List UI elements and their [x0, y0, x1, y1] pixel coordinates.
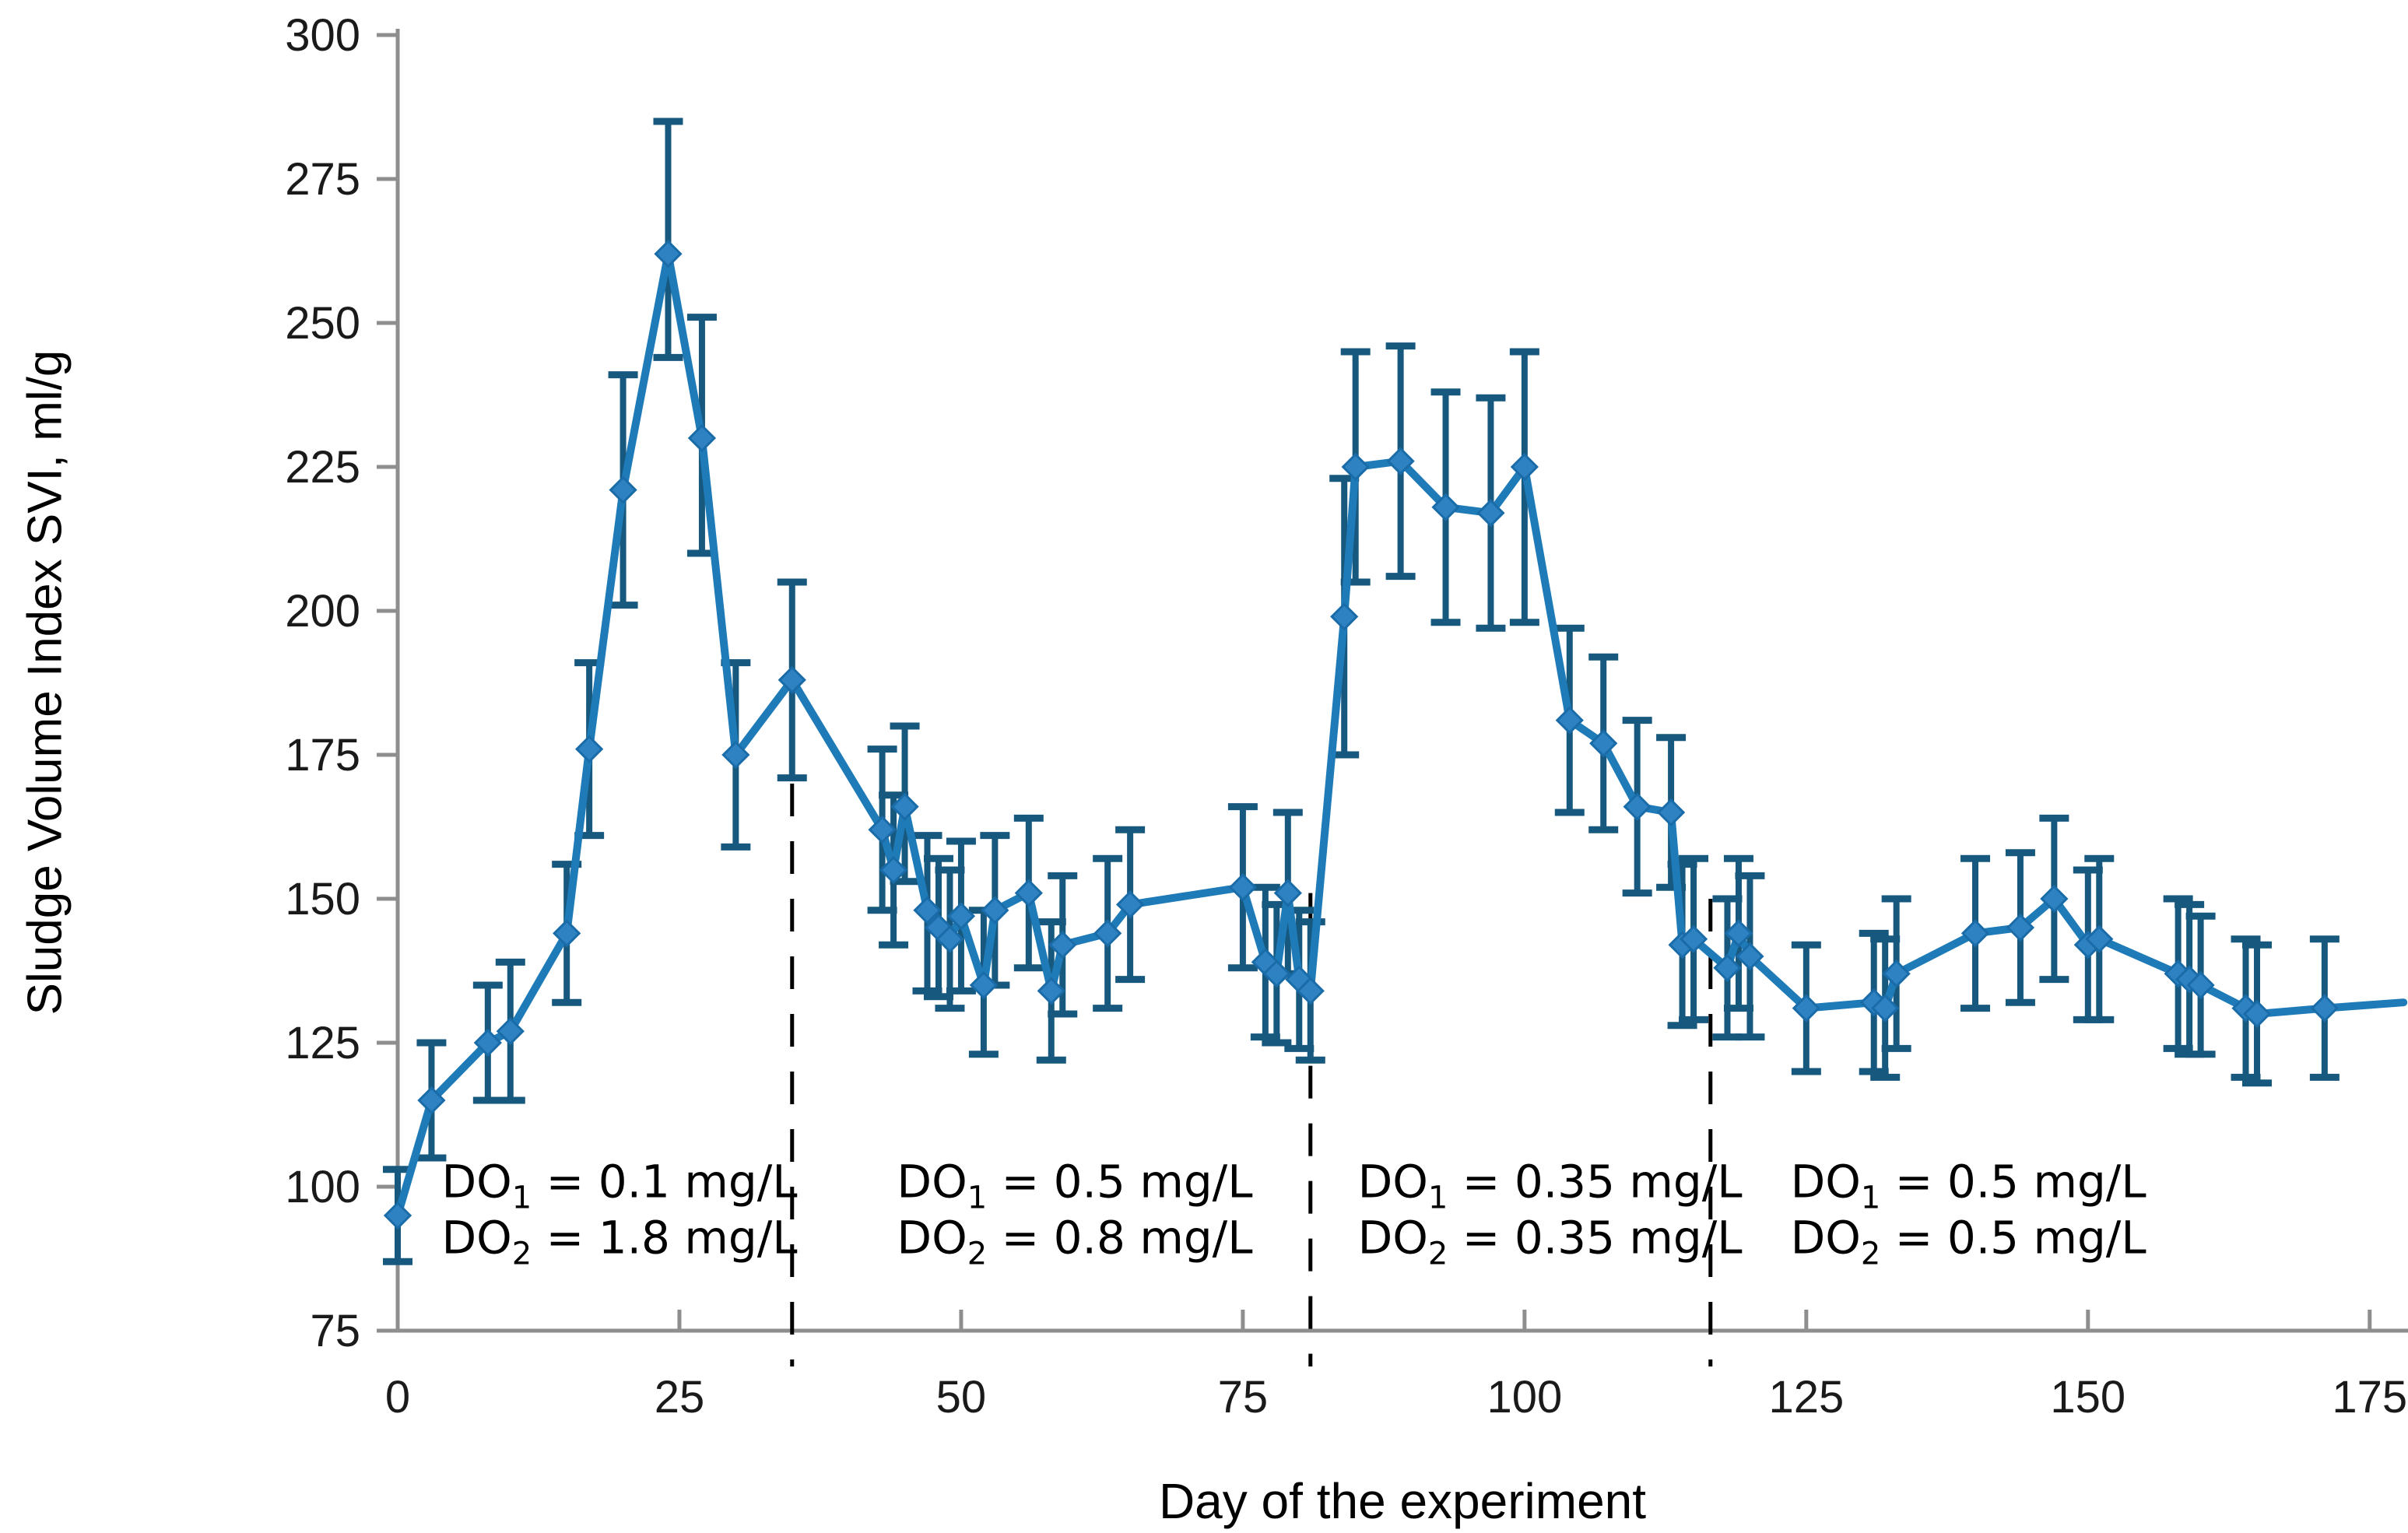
data-point-marker — [1476, 499, 1505, 528]
y-tick-label: 300 — [285, 10, 360, 61]
data-point-marker — [721, 740, 750, 770]
data-point-marker — [654, 240, 683, 268]
y-tick-label: 100 — [285, 1162, 360, 1212]
data-point-marker — [1724, 919, 1753, 948]
data-point-marker — [2040, 884, 2069, 914]
x-tick-label: 25 — [655, 1372, 705, 1422]
data-point-marker — [1228, 873, 1258, 902]
data-point-marker — [1589, 729, 1618, 758]
data-point-marker — [1037, 977, 1065, 1005]
data-point-marker — [2006, 913, 2035, 942]
data-point-marker — [969, 970, 999, 1000]
data-point-marker — [553, 919, 581, 948]
annotation-text: DO2 = 1.8 mg/L — [441, 1212, 797, 1272]
y-tick-label: 200 — [285, 586, 360, 637]
data-point-marker — [1262, 959, 1291, 988]
data-point-marker — [417, 1086, 446, 1115]
data-point-marker — [890, 792, 919, 821]
data-point-marker — [1115, 890, 1145, 919]
x-tick-label: 50 — [936, 1372, 987, 1422]
data-point-marker — [1048, 931, 1077, 959]
data-point-marker — [2085, 924, 2114, 953]
data-point-marker — [575, 735, 604, 763]
data-point-marker — [473, 1028, 502, 1058]
annotation-text: DO1 = 0.35 mg/L — [1358, 1156, 1743, 1216]
y-tick-label: 175 — [285, 730, 360, 781]
data-point-marker — [1623, 792, 1652, 821]
data-point-marker — [1093, 919, 1122, 948]
annotation-text: DO2 = 0.8 mg/L — [897, 1212, 1252, 1272]
x-axis-title: Day of the experiment — [1158, 1473, 1647, 1529]
data-point-marker — [2310, 994, 2339, 1023]
data-point-marker — [1679, 924, 1708, 953]
data-point-marker — [935, 924, 964, 953]
data-point-marker — [1656, 798, 1686, 827]
data-point-marker — [2242, 999, 2272, 1029]
data-point-marker — [1014, 879, 1043, 907]
annotation-text: DO2 = 0.35 mg/L — [1358, 1212, 1743, 1272]
x-tick-label: 125 — [1768, 1372, 1844, 1422]
data-point-marker — [868, 816, 897, 844]
annotation-text: DO1 = 0.5 mg/L — [897, 1156, 1252, 1216]
annotation-text: DO2 = 0.5 mg/L — [1791, 1212, 2146, 1272]
x-tick-label: 75 — [1218, 1372, 1269, 1422]
data-point-marker — [496, 1017, 525, 1046]
data-point-marker — [2186, 970, 2215, 1000]
data-point-marker — [1330, 602, 1359, 631]
data-point-marker — [687, 423, 717, 453]
data-point-marker — [1555, 706, 1584, 735]
data-point-marker — [879, 855, 908, 885]
data-point-marker — [1736, 942, 1764, 971]
data-point-marker — [1510, 452, 1539, 482]
x-tick-label: 0 — [385, 1372, 410, 1422]
x-tick-label: 100 — [1487, 1372, 1562, 1422]
y-tick-label: 250 — [285, 298, 360, 349]
data-point-marker — [1273, 879, 1302, 907]
data-point-marker — [1882, 959, 1911, 988]
data-point-marker — [1792, 994, 1820, 1023]
data-point-marker — [913, 896, 942, 924]
data-point-marker — [1431, 493, 1460, 521]
data-point-marker — [383, 1201, 412, 1230]
data-point-marker — [1386, 447, 1415, 475]
y-tick-label: 150 — [285, 874, 360, 924]
data-point-marker — [1296, 977, 1325, 1005]
data-point-marker — [946, 902, 976, 931]
y-tick-label: 75 — [310, 1306, 360, 1356]
y-tick-label: 225 — [285, 442, 360, 493]
annotation-text: DO1 = 0.5 mg/L — [1791, 1156, 2146, 1216]
data-point-marker — [778, 665, 806, 694]
data-point-marker — [1713, 953, 1742, 982]
data-point-marker — [1960, 919, 1990, 948]
y-axis-title: Sludge Volume Index SVI, ml/g — [18, 349, 72, 1016]
x-tick-label: 150 — [2050, 1372, 2125, 1422]
y-tick-label: 125 — [285, 1018, 360, 1068]
x-tick-label: 175 — [2332, 1372, 2407, 1422]
data-point-marker — [1341, 452, 1370, 482]
annotation-text: DO1 = 0.1 mg/L — [441, 1156, 797, 1216]
data-point-marker — [1871, 994, 1900, 1023]
data-point-marker — [609, 475, 637, 504]
data-point-marker — [981, 896, 1009, 924]
y-tick-label: 275 — [285, 154, 360, 205]
